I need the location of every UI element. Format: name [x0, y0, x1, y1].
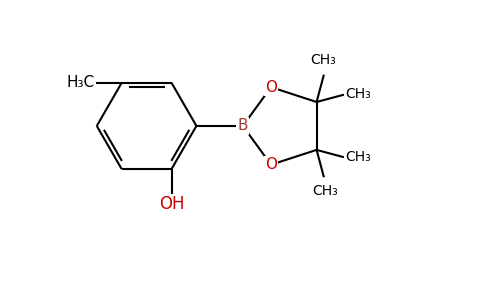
Text: O: O [265, 157, 277, 172]
Text: H₃C: H₃C [67, 75, 95, 90]
Text: CH₃: CH₃ [310, 53, 336, 68]
Text: CH₃: CH₃ [312, 184, 338, 198]
Text: B: B [238, 118, 248, 134]
Text: CH₃: CH₃ [345, 86, 371, 100]
Text: OH: OH [159, 195, 184, 213]
Text: CH₃: CH₃ [345, 150, 371, 164]
Text: O: O [265, 80, 277, 95]
